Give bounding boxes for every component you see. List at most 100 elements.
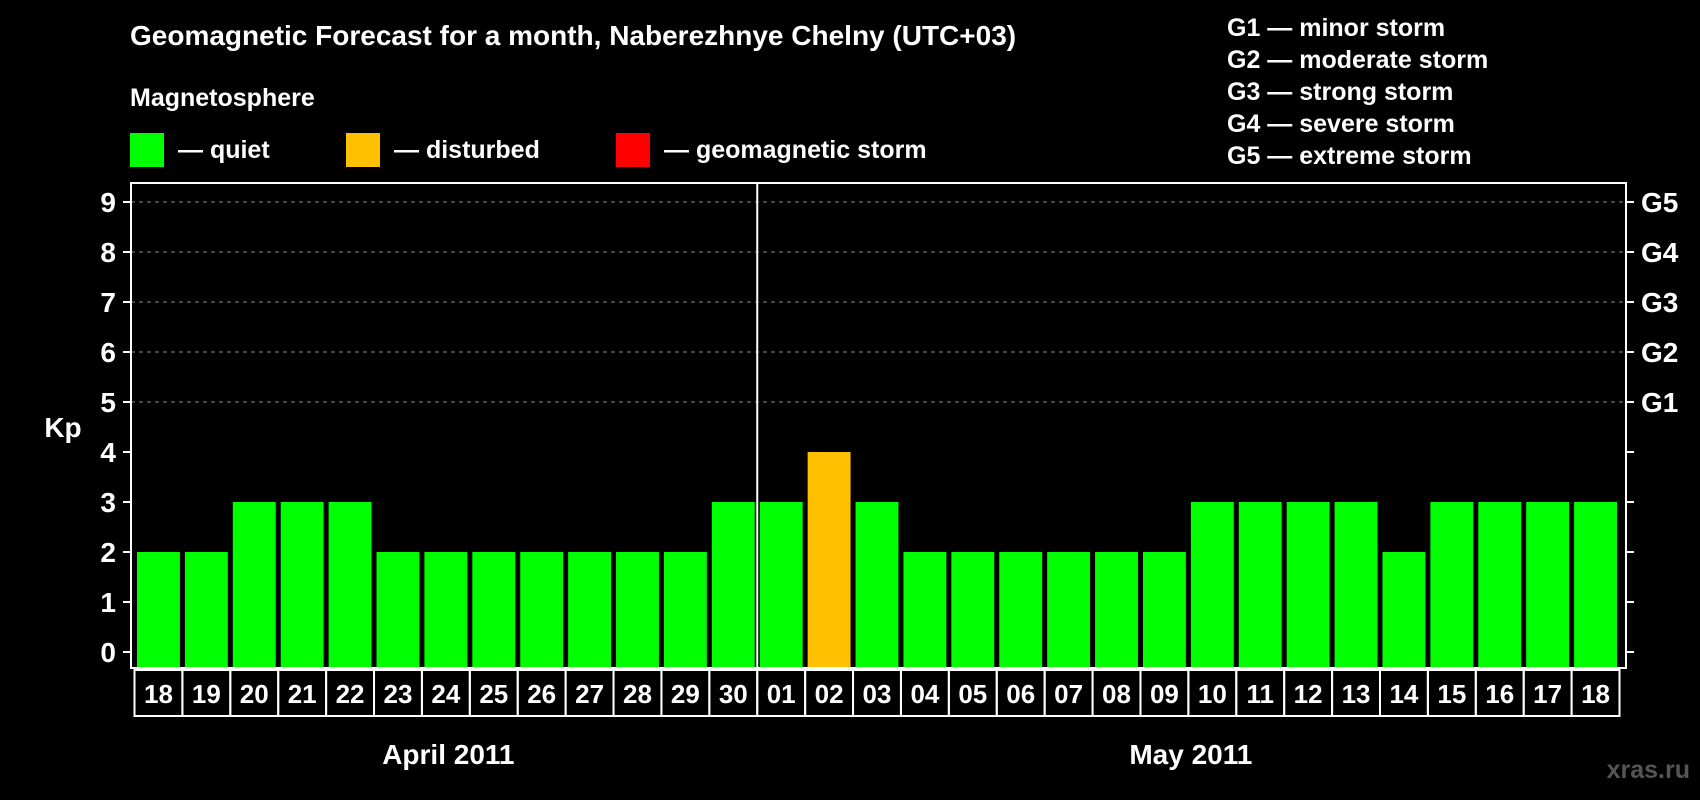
legend-storm-label: — geomagnetic storm: [664, 135, 927, 164]
bar-20: [1095, 552, 1138, 668]
right-label-g3: G3: [1641, 287, 1678, 318]
y-tick-label-1: 1: [100, 587, 116, 618]
storm-level-g1: G1 — minor storm: [1227, 14, 1446, 42]
month-label-0: April 2011: [382, 739, 514, 770]
day-label-17: 05: [958, 679, 987, 709]
day-cell-30: [1570, 669, 1621, 717]
watermark: xras.ru: [1606, 756, 1690, 784]
y-tick-label-9: 9: [100, 187, 116, 218]
right-label-g2: G2: [1641, 337, 1678, 368]
chart-title: Geomagnetic Forecast for a month, Nabere…: [130, 20, 1017, 51]
y-tick-label-4: 4: [100, 437, 116, 468]
bar-30: [1574, 502, 1617, 668]
day-label-12: 30: [719, 679, 748, 709]
bar-29: [1526, 502, 1570, 668]
storm-level-g5: G5 — extreme storm: [1227, 142, 1472, 170]
y-tick-label-2: 2: [100, 537, 116, 568]
bar-27: [1430, 502, 1474, 668]
day-label-15: 03: [863, 679, 892, 709]
plot-frame: [130, 182, 1627, 669]
legend-disturbed: — disturbed: [346, 133, 540, 167]
y-tick-label-0: 0: [100, 637, 116, 668]
bar-26: [1382, 552, 1426, 668]
bar-10: [616, 552, 659, 668]
bar-18: [999, 552, 1043, 668]
day-label-5: 23: [384, 679, 413, 709]
x-axis-labels: 18 19 20 21 22 23 24 25 26 27 28 29 30 01 02 03 04 05 06 07…: [133, 669, 1621, 770]
storm-level-g4: G4 — severe storm: [1227, 110, 1455, 138]
day-label-29: 17: [1533, 679, 1562, 709]
right-label-g1: G1: [1641, 387, 1678, 418]
legend-quiet: — quiet: [130, 133, 270, 167]
day-label-14: 02: [815, 679, 844, 709]
storm-level-g2: G2 — moderate storm: [1227, 46, 1489, 74]
bar-7: [472, 552, 516, 668]
y-tick-label-7: 7: [100, 287, 116, 318]
storm-levels-list: G1 — minor storm G2 — moderate storm G3 …: [1227, 12, 1488, 172]
grid-lines: [131, 201, 1626, 403]
day-label-28: 16: [1485, 679, 1514, 709]
y-tick-label-6: 6: [100, 337, 116, 368]
legend-disturbed-label: — disturbed: [394, 135, 540, 164]
day-label-9: 27: [575, 679, 604, 709]
day-label-4: 22: [336, 679, 365, 709]
y-tick-label-8: 8: [100, 237, 116, 268]
bar-21: [1142, 552, 1186, 668]
day-label-30: 18: [1581, 679, 1610, 709]
day-label-8: 26: [527, 679, 556, 709]
right-label-g5: G5: [1641, 187, 1678, 218]
right-label-g4: G4: [1641, 237, 1679, 268]
y-tick-label-5: 5: [100, 387, 116, 418]
bar-16: [903, 552, 947, 668]
day-label-3: 21: [288, 679, 317, 709]
bar-23: [1238, 502, 1282, 668]
day-label-1: 19: [192, 679, 221, 709]
bar-3: [280, 502, 324, 668]
day-label-16: 04: [910, 679, 939, 709]
bar-22: [1190, 502, 1234, 668]
day-label-23: 11: [1246, 679, 1274, 709]
day-label-26: 14: [1389, 679, 1418, 709]
storm-swatch: [616, 133, 650, 167]
axes-group: 0 1 2 3 4 5 6 7 8 9 G1 G2 G3 G4 G5: [100, 182, 1679, 669]
day-label-22: 10: [1198, 679, 1227, 709]
storm-level-g3: G3 — strong storm: [1227, 78, 1454, 106]
disturbed-swatch: [346, 133, 380, 167]
bar-12: [711, 502, 755, 668]
bar-17: [951, 552, 995, 668]
bar-6: [424, 552, 468, 668]
day-label-11: 29: [671, 679, 700, 709]
day-label-10: 28: [623, 679, 652, 709]
bar-14: [807, 452, 851, 668]
bar-4: [328, 502, 372, 668]
legend-storm: — geomagnetic storm: [616, 133, 927, 167]
day-label-21: 09: [1150, 679, 1179, 709]
bar-28: [1478, 502, 1522, 668]
y-tick-label-3: 3: [100, 487, 116, 518]
day-label-19: 07: [1054, 679, 1083, 709]
month-label-1: May 2011: [1129, 739, 1252, 770]
day-label-18: 06: [1006, 679, 1035, 709]
bar-15: [855, 502, 899, 668]
legend-heading: Magnetosphere: [130, 84, 315, 112]
day-label-0: 18: [144, 679, 173, 709]
day-label-13: 01: [767, 679, 796, 709]
bar-13: [759, 502, 803, 668]
bar-1: [184, 552, 228, 668]
day-label-25: 13: [1342, 679, 1371, 709]
bar-5: [376, 552, 420, 668]
day-label-2: 20: [240, 679, 269, 709]
bar-8: [520, 552, 564, 668]
bar-9: [568, 552, 612, 668]
y-axis-label: Kp: [44, 412, 81, 443]
day-label-7: 25: [479, 679, 508, 709]
bar-25: [1334, 502, 1378, 668]
quiet-swatch: [130, 133, 164, 167]
day-label-24: 12: [1294, 679, 1323, 709]
bar-2: [232, 502, 276, 668]
bar-19: [1047, 552, 1091, 668]
bar-0: [137, 552, 180, 668]
day-label-20: 08: [1102, 679, 1131, 709]
legend-quiet-label: — quiet: [178, 135, 270, 164]
